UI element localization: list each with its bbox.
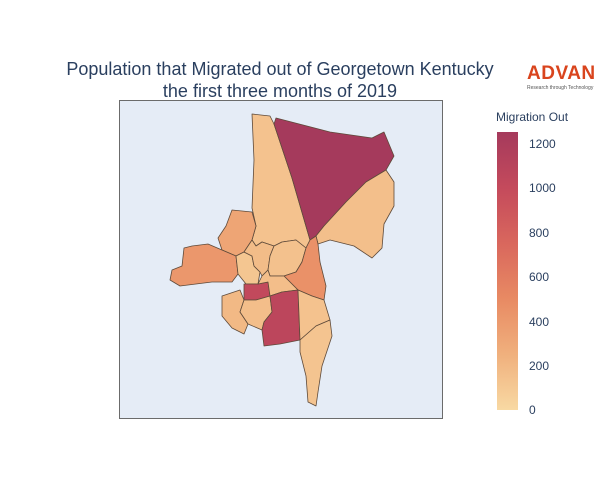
colorbar-tick-0: 0	[529, 403, 536, 417]
tract-east[interactable]	[315, 169, 395, 259]
colorbar-title: Migration Out	[496, 110, 569, 124]
colorbar-tick-1200: 1200	[529, 137, 556, 151]
tract-south-center-red[interactable]	[261, 289, 301, 347]
title-line-1: Population that Migrated out of Georgeto…	[66, 59, 494, 79]
advan-logo: ADVAN Research through Technology	[527, 63, 599, 92]
tract-south-middle[interactable]	[257, 269, 299, 297]
colorbar-scale	[497, 132, 518, 410]
colorbar-tick-400: 400	[529, 315, 550, 329]
logo-tagline: Research through Technology	[527, 85, 594, 91]
colorbar-tick-200: 200	[529, 359, 550, 373]
tract-south-tail[interactable]	[299, 319, 333, 407]
tract-west-arm[interactable]	[169, 243, 239, 287]
map-title: Population that Migrated out of Georgeto…	[0, 58, 560, 102]
logo-wordmark: ADVAN	[527, 63, 596, 84]
colorbar-tick-1000: 1000	[529, 181, 556, 195]
colorbar-tick-600: 600	[529, 270, 550, 284]
title-line-2: the first three months of 2019	[162, 81, 398, 101]
colorbar-tick-800: 800	[529, 226, 550, 240]
